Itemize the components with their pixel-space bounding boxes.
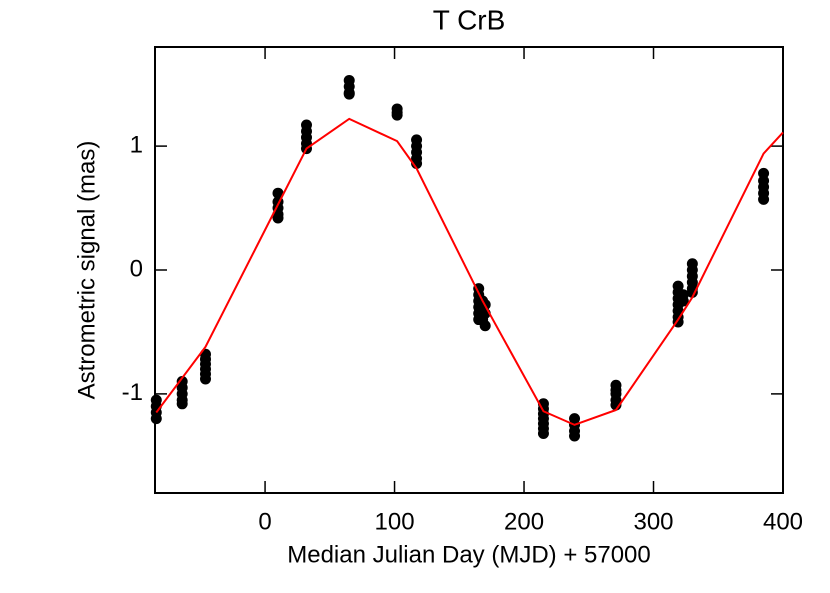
chart-title: T CrB [433,4,506,35]
data-point [150,413,162,425]
y-tick-label: 0 [130,255,143,282]
x-tick-label: 200 [504,508,544,535]
data-point [537,428,549,440]
fit-line [155,117,784,426]
data-point [176,398,188,410]
data-point [272,187,284,199]
data-point [610,399,622,411]
y-tick-label: -1 [122,379,143,406]
data-point [479,320,491,332]
data-point [391,109,403,121]
data-point [758,193,770,205]
data-point [677,295,689,307]
x-tick-label: 400 [763,508,803,535]
x-tick-label: 100 [375,508,415,535]
y-axis-label: Astrometric signal (mas) [73,141,100,400]
y-tick-label: 1 [130,131,143,158]
x-axis-label: Median Julian Day (MJD) + 57000 [287,541,651,568]
x-tick-label: 300 [633,508,673,535]
data-point [569,430,581,442]
data-point [272,212,284,224]
data-point [343,88,355,100]
data-point [199,373,211,385]
x-tick-label: 0 [258,508,271,535]
